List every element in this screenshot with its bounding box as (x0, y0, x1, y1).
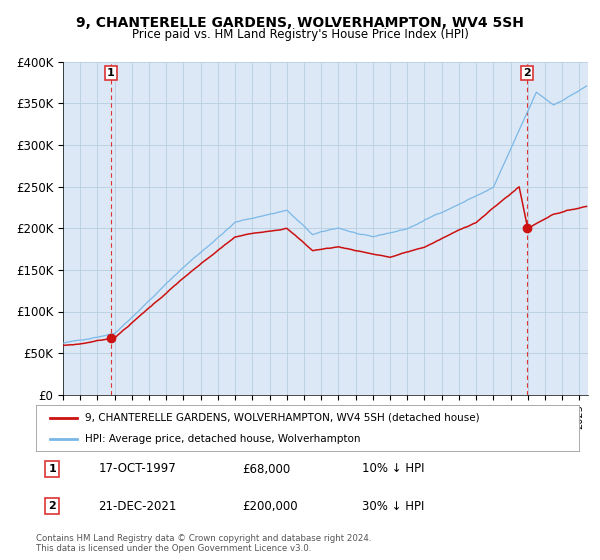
Text: 30% ↓ HPI: 30% ↓ HPI (362, 500, 424, 512)
Text: 1: 1 (49, 464, 56, 474)
Text: 21-DEC-2021: 21-DEC-2021 (98, 500, 177, 512)
Text: Price paid vs. HM Land Registry's House Price Index (HPI): Price paid vs. HM Land Registry's House … (131, 28, 469, 41)
Text: Contains HM Land Registry data © Crown copyright and database right 2024.
This d: Contains HM Land Registry data © Crown c… (36, 534, 371, 553)
Text: HPI: Average price, detached house, Wolverhampton: HPI: Average price, detached house, Wolv… (85, 435, 361, 444)
Text: 1: 1 (107, 68, 115, 78)
Text: 10% ↓ HPI: 10% ↓ HPI (362, 463, 424, 475)
Text: £200,000: £200,000 (242, 500, 298, 512)
Text: 2: 2 (49, 501, 56, 511)
Text: £68,000: £68,000 (242, 463, 290, 475)
Text: 2: 2 (523, 68, 531, 78)
Text: 17-OCT-1997: 17-OCT-1997 (98, 463, 176, 475)
Text: 9, CHANTERELLE GARDENS, WOLVERHAMPTON, WV4 5SH (detached house): 9, CHANTERELLE GARDENS, WOLVERHAMPTON, W… (85, 413, 479, 423)
Text: 9, CHANTERELLE GARDENS, WOLVERHAMPTON, WV4 5SH: 9, CHANTERELLE GARDENS, WOLVERHAMPTON, W… (76, 16, 524, 30)
